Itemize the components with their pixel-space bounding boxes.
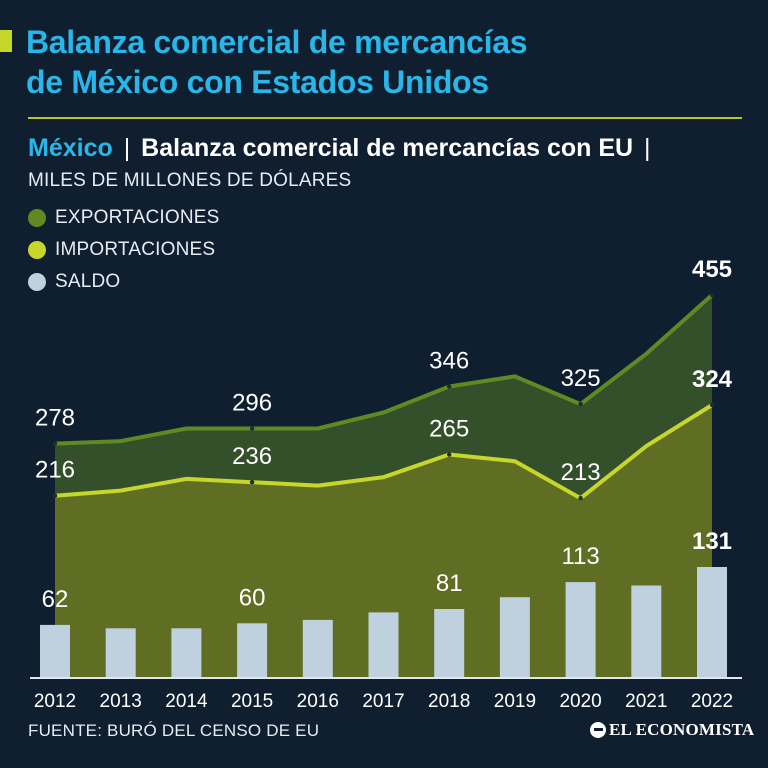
importaciones-point-2012	[52, 493, 58, 498]
saldo-value-label-2020: 113	[561, 543, 599, 570]
x-tick-label-2022: 2022	[691, 691, 733, 712]
exportaciones-point-2015	[249, 426, 255, 431]
saldo-bar-2021	[631, 585, 662, 677]
saldo-bar-2019	[499, 597, 530, 677]
exportaciones-line	[54, 293, 714, 446]
x-tick-label-2012: 2012	[34, 691, 76, 712]
subtitle-main: Balanza comercial de mercancías con EU	[141, 134, 634, 162]
legend-label-exportaciones: EXPORTACIONES	[55, 207, 220, 228]
importaciones-line	[54, 403, 714, 501]
legend-label-saldo: SALDO	[55, 271, 121, 292]
units-label: MILES DE MILLONES DE DÓLARES	[28, 170, 352, 191]
exportaciones-point-2020	[578, 401, 583, 407]
saldo-value-label-2022: 131	[692, 528, 732, 555]
legend: EXPORTACIONES IMPORTACIONES SALDO	[28, 202, 220, 298]
exportaciones-value-label-2022: 455	[692, 256, 732, 283]
brand-name: EL ECONOMISTA	[609, 720, 755, 739]
saldo-value-label-2012: 62	[42, 586, 69, 613]
x-tick-label-2019: 2019	[494, 691, 536, 712]
x-tick-label-2014: 2014	[165, 691, 208, 712]
saldo-value-label-2018: 81	[436, 570, 463, 597]
title-divider	[28, 117, 742, 119]
brand-icon	[590, 722, 606, 738]
saldo-bar-2013	[105, 628, 136, 677]
chart-subtitle: México | Balanza comercial de mercancías…	[28, 132, 655, 164]
x-tick-label-2021: 2021	[625, 691, 667, 712]
subtitle-country: México	[28, 134, 113, 162]
exportaciones-value-label-2020: 325	[561, 365, 601, 392]
saldo-value-label-2015: 60	[239, 584, 266, 611]
importaciones-point-2018	[447, 452, 452, 457]
chart-title: Balanza comercial de mercancías de Méxic…	[26, 22, 528, 102]
brand-logo: EL ECONOMISTA	[590, 720, 754, 740]
importaciones-area	[55, 405, 712, 677]
importaciones-point-2020	[578, 496, 583, 501]
source-note: FUENTE: BURÓ DEL CENSO DE EU	[28, 721, 320, 740]
x-tick-label-2020: 2020	[559, 691, 601, 712]
exportaciones-point-2012	[52, 441, 58, 446]
importaciones-value-label-2020: 213	[561, 459, 601, 486]
legend-label-importaciones: IMPORTACIONES	[55, 239, 216, 260]
legend-swatch-importaciones	[28, 241, 46, 259]
x-tick-label-2018: 2018	[428, 691, 470, 712]
x-tick-label-2016: 2016	[297, 691, 339, 712]
saldo-bar-2020	[565, 582, 596, 677]
saldo-bar-2014	[171, 628, 202, 677]
title-accent-bar	[0, 30, 12, 52]
x-tick-label-2015: 2015	[231, 691, 273, 712]
saldo-bar-2018	[434, 609, 465, 677]
saldo-bar-2017	[368, 612, 399, 677]
exportaciones-point-2022	[709, 292, 715, 298]
importaciones-point-2015	[249, 480, 255, 485]
importaciones-value-label-2022: 324	[692, 366, 733, 393]
subtitle-trailing-separator: |	[644, 134, 651, 162]
x-tick-label-2017: 2017	[362, 691, 404, 712]
legend-item-exportaciones: EXPORTACIONES	[28, 202, 220, 234]
exportaciones-value-label-2012: 278	[35, 405, 75, 432]
saldo-bar-2016	[302, 619, 333, 677]
legend-swatch-saldo	[28, 273, 46, 291]
chart-title-line-2: de México con Estados Unidos	[26, 64, 489, 100]
importaciones-value-label-2018: 265	[429, 416, 469, 443]
exportaciones-value-label-2018: 346	[429, 348, 469, 375]
saldo-bar-2012	[40, 624, 70, 677]
exportaciones-value-label-2015: 296	[232, 390, 272, 417]
subtitle-separator: |	[123, 134, 131, 162]
importaciones-value-label-2012: 216	[35, 457, 75, 484]
saldo-bar-2015	[237, 623, 268, 677]
legend-item-saldo: SALDO	[28, 266, 220, 298]
exportaciones-point-2018	[447, 384, 452, 389]
legend-item-importaciones: IMPORTACIONES	[28, 234, 220, 266]
importaciones-point-2022	[709, 402, 715, 408]
x-tick-label-2013: 2013	[100, 691, 142, 712]
chart-title-line-1: Balanza comercial de mercancías	[26, 24, 528, 60]
importaciones-value-label-2015: 236	[232, 443, 272, 470]
legend-swatch-exportaciones	[28, 209, 46, 227]
saldo-bar-2022	[697, 567, 727, 677]
